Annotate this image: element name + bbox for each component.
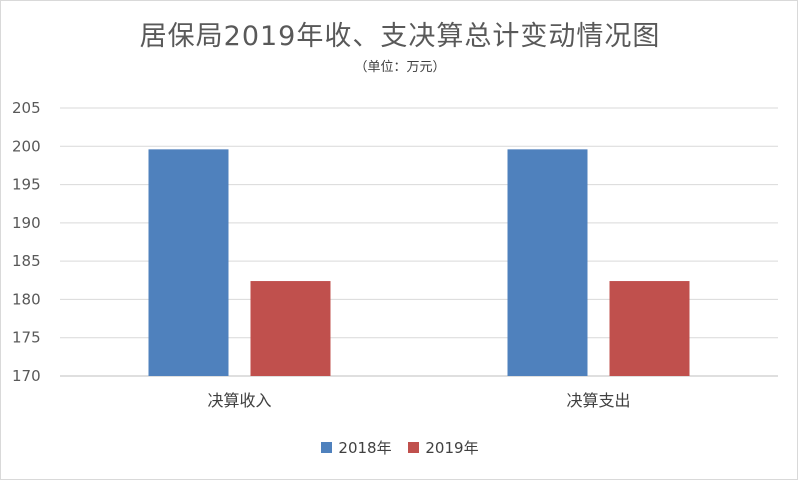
- y-tick-label: 205: [12, 99, 41, 117]
- bar-2019年-决算支出: [609, 281, 690, 376]
- legend-label-2018: 2018年: [338, 439, 392, 457]
- chart-subtitle: （单位：万元）: [354, 60, 446, 75]
- chart-title: 居保局2019年收、支决算总计变动情况图: [139, 21, 661, 52]
- y-tick-label: 170: [12, 367, 41, 385]
- y-tick-label: 200: [12, 137, 41, 155]
- y-tick-label: 175: [12, 329, 41, 347]
- legend-swatch-2019: [408, 442, 420, 453]
- x-tick-label: 决算支出: [566, 391, 630, 410]
- y-tick-label: 180: [12, 290, 41, 308]
- legend-label-2019: 2019年: [425, 439, 479, 457]
- legend-item-2019: 2019年: [408, 437, 479, 458]
- bar-2019年-决算收入: [250, 281, 331, 376]
- legend: 2018年 2019年: [0, 437, 800, 458]
- bar-2018年-决算收入: [148, 149, 229, 376]
- y-tick-label: 185: [12, 252, 41, 270]
- legend-swatch-2018: [321, 442, 333, 453]
- legend-item-2018: 2018年: [321, 437, 392, 458]
- bar-2018年-决算支出: [507, 149, 588, 376]
- y-tick-label: 190: [12, 214, 41, 232]
- x-tick-label: 决算收入: [207, 391, 271, 410]
- y-tick-label: 195: [12, 176, 41, 194]
